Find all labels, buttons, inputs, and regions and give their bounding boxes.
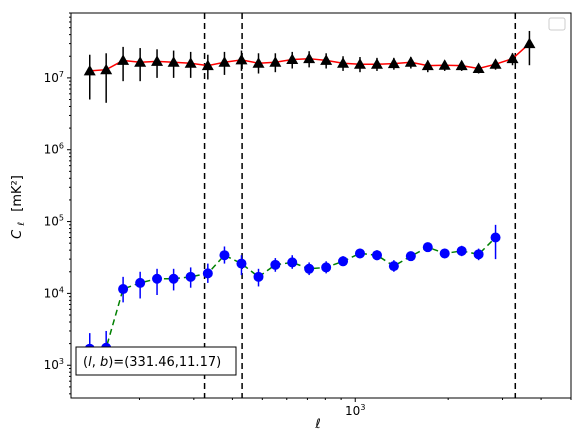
series-1-point-24 (472, 62, 485, 74)
series-1-point-22 (438, 59, 451, 70)
annotation-part-3: , (92, 355, 100, 370)
series-2-point-4 (135, 277, 146, 288)
series-1-point-13 (286, 53, 299, 65)
series-1-point-17 (353, 58, 366, 69)
y-tick-label-2: 104 (44, 285, 64, 300)
series-2-point-21 (422, 242, 433, 253)
series-1-point-2 (100, 63, 113, 75)
series-2-point-11 (253, 271, 264, 282)
x-tick-label-1: 103 (345, 403, 365, 418)
y-tick-label-1: 103 (44, 357, 64, 372)
series-1-point-6 (167, 56, 180, 67)
series-1-point-7 (184, 57, 197, 68)
series-2-point-9 (219, 250, 230, 261)
series-1-point-1 (83, 64, 96, 76)
series-2-point-13 (287, 257, 298, 268)
series-1-point-23 (455, 59, 468, 71)
series-2-point-20 (405, 251, 416, 262)
annotation-part-5: )=(331.46,11.17) (108, 355, 221, 370)
series-2-point-15 (321, 262, 332, 273)
series-2-point-8 (202, 268, 213, 279)
x-tick-label-exponent: 3 (360, 403, 365, 412)
series-1-point-15 (320, 54, 333, 65)
y-axis-label-subscript: ℓ (17, 222, 27, 227)
series-2-point-7 (185, 271, 196, 282)
series-2-point-12 (270, 259, 281, 270)
series-1 (83, 30, 536, 103)
legend-box (548, 17, 566, 31)
series-1-point-14 (303, 52, 316, 64)
series-2-point-16 (338, 256, 349, 267)
series-2-point-14 (304, 263, 315, 274)
y-tick-label-base: 10 (44, 358, 59, 372)
series-2-point-17 (354, 248, 365, 259)
annotation-part-2: l (88, 355, 92, 370)
series-2 (84, 224, 501, 363)
y-tick-label-base: 10 (44, 71, 59, 85)
series-2-point-22 (439, 248, 450, 259)
axes-frame (70, 12, 572, 399)
series-1-point-16 (337, 57, 350, 68)
y-tick-label-exponent: 3 (59, 357, 64, 366)
series-1-point-21 (421, 59, 434, 71)
y-tick-label-exponent: 4 (59, 285, 64, 294)
y-tick-label-3: 105 (44, 214, 64, 229)
y-axis-label-unit: [mK²] (10, 175, 25, 212)
series-1-point-20 (404, 56, 417, 67)
annotation-part-1: ( (83, 355, 88, 370)
series-1-point-18 (370, 58, 383, 69)
series-1-point-10 (235, 53, 248, 65)
x-axis-label: ℓ (314, 417, 320, 432)
series-2-point-3 (118, 284, 129, 295)
annotation-text: (l, b)=(331.46,11.17) (83, 355, 221, 370)
series-2-point-6 (168, 273, 179, 284)
y-tick-label-base: 10 (44, 286, 59, 300)
svg-text:C ℓ [mK²]: C ℓ [mK²] (10, 175, 28, 239)
series-1-point-11 (252, 57, 265, 68)
series-1-point-4 (134, 56, 147, 67)
y-tick-label-exponent: 5 (59, 214, 64, 223)
series-1-point-19 (387, 57, 400, 69)
x-tick-label-base: 10 (345, 404, 360, 418)
series-1-point-26 (506, 52, 519, 64)
series-2-point-23 (456, 245, 467, 256)
series-1-point-8 (201, 59, 214, 71)
series-1-point-9 (218, 56, 231, 67)
y-tick-label-exponent: 6 (59, 142, 64, 151)
series-2-point-19 (388, 261, 399, 272)
y-tick-label-base: 10 (44, 143, 59, 157)
y-axis-label: C ℓ [mK²] (10, 175, 28, 239)
y-tick-label-4: 106 (44, 142, 64, 157)
series-2-point-24 (473, 249, 484, 260)
y-tick-label-base: 10 (44, 215, 59, 229)
y-tick-label-5: 107 (44, 70, 64, 85)
y-axis-label-symbol: C (10, 229, 25, 239)
series-1-point-3 (117, 54, 130, 65)
series-2-point-18 (371, 250, 382, 261)
y-tick-label-exponent: 7 (59, 70, 64, 79)
annotation-box: (l, b)=(331.46,11.17) (75, 346, 237, 376)
series-2-point-5 (152, 273, 163, 284)
series-1-point-25 (489, 58, 502, 69)
series-2-point-10 (236, 258, 247, 269)
series-1-point-27 (523, 37, 536, 49)
series-1-point-5 (151, 55, 164, 66)
series-1-point-12 (269, 56, 282, 67)
plot-content (83, 13, 536, 398)
series-2-point-25 (490, 232, 501, 243)
annotation-part-4: b (100, 355, 108, 370)
plot-area (83, 13, 536, 398)
